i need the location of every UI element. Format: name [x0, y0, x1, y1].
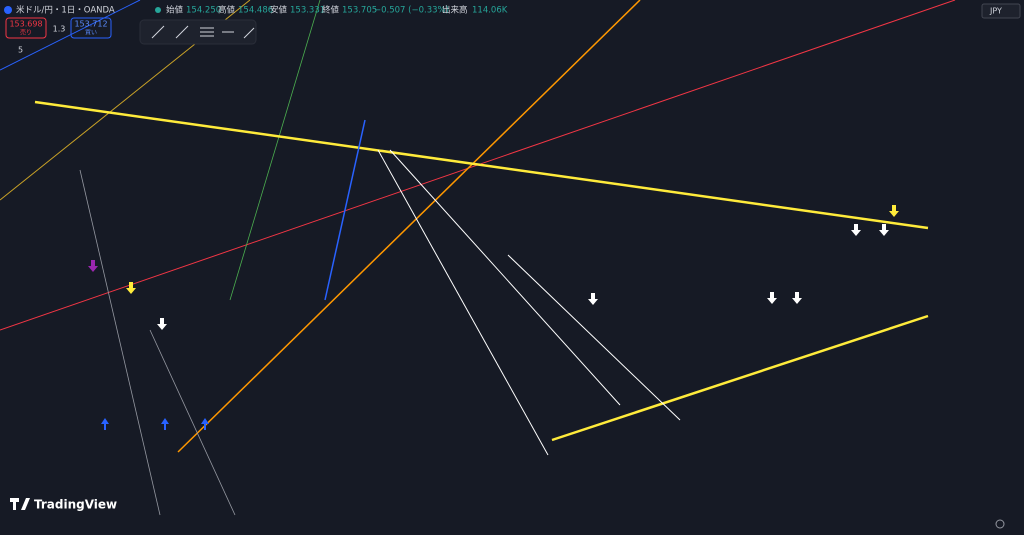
trend-line	[229, 0, 321, 301]
price-axis	[975, 0, 1024, 515]
drawing-toolbar[interactable]	[139, 19, 257, 45]
channel-line	[377, 149, 549, 456]
symbol-icon	[4, 6, 12, 14]
currency-button[interactable]	[981, 3, 1021, 19]
high: 154.486	[238, 6, 273, 16]
buy-price: 153.712	[74, 20, 107, 29]
toolbar-icons	[151, 25, 255, 39]
volume: 114.06K	[472, 6, 508, 16]
change: −0.507 (−0.33%)	[374, 6, 449, 16]
trend-line	[551, 314, 929, 442]
high-label: 高値	[218, 5, 236, 16]
channel-line	[389, 149, 621, 406]
open-label: 始値	[166, 5, 184, 16]
trend-line	[34, 100, 929, 230]
buy-button[interactable]	[70, 17, 112, 39]
close-label: 終値	[322, 5, 340, 16]
trend-line	[177, 0, 641, 453]
low: 153.331	[290, 6, 325, 16]
buy-label: 買い	[85, 30, 97, 37]
low-label: 安値	[270, 5, 288, 16]
settings-icon[interactable]	[995, 519, 1005, 529]
logo-mark	[10, 498, 30, 510]
sell-price: 153.698	[9, 20, 42, 29]
drawings	[0, 0, 956, 516]
logo-text: TradingView	[34, 498, 117, 512]
open: 154.250	[186, 6, 221, 16]
trend-line	[79, 169, 161, 516]
volume-label: 出来高	[442, 5, 468, 16]
sell-button[interactable]	[5, 17, 47, 39]
symbol: 米ドル/円・1日・OANDA	[16, 5, 115, 16]
header: 米ドル/円・1日・OANDA 始値 154.250 高値 154.486 安値 …	[4, 3, 1021, 55]
channel-line	[507, 254, 681, 421]
close: 153.705	[342, 6, 377, 16]
sell-label: 売り	[20, 29, 32, 37]
spread: 1.3	[53, 25, 66, 34]
logo: TradingView	[10, 498, 117, 512]
status-dot	[155, 7, 161, 13]
trend-line	[324, 119, 366, 301]
trend-line	[0, 0, 141, 71]
indicator: 5	[18, 46, 23, 55]
trend-line	[149, 329, 236, 516]
arrow-icons	[88, 260, 98, 272]
currency: JPY	[989, 7, 1002, 16]
